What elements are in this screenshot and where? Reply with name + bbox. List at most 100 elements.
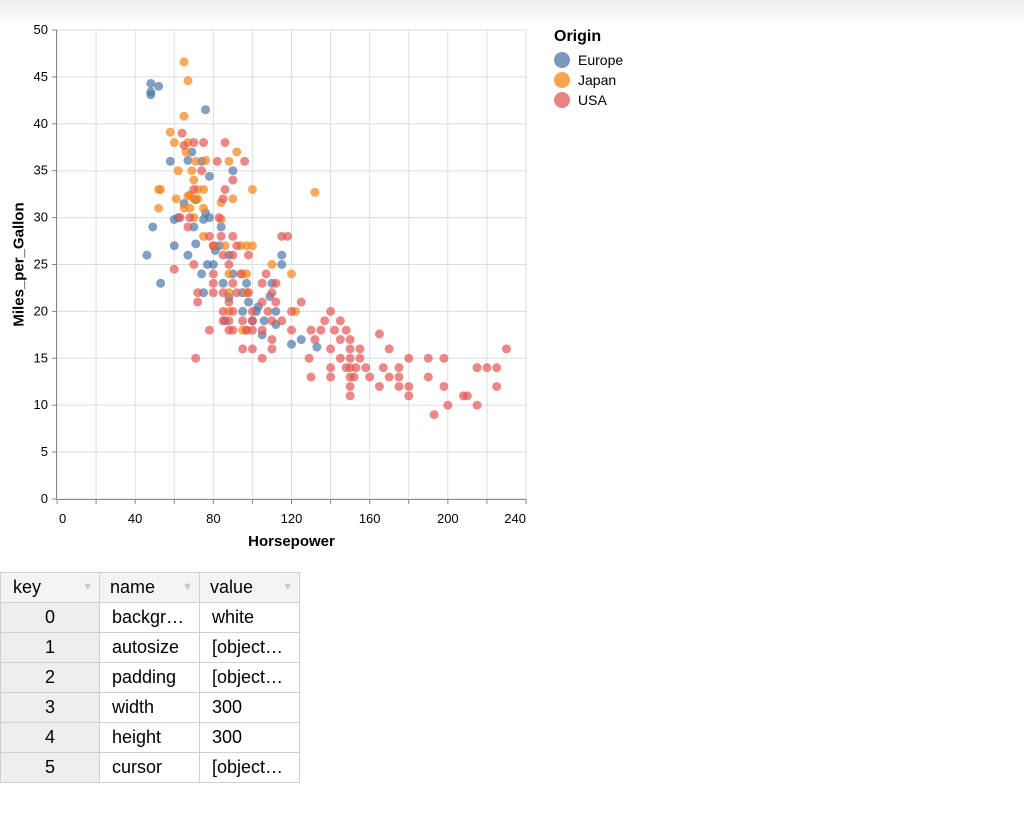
data-point-usa[interactable] (304, 353, 314, 363)
data-point-usa[interactable] (257, 325, 267, 335)
data-point-japan[interactable] (287, 269, 296, 279)
data-point-usa[interactable] (384, 344, 394, 354)
data-point-usa[interactable] (361, 363, 371, 373)
data-point-usa[interactable] (228, 231, 238, 241)
data-point-usa[interactable] (462, 391, 472, 401)
data-point-europe[interactable] (259, 316, 269, 326)
data-point-japan[interactable] (228, 194, 238, 204)
data-point-usa[interactable] (326, 372, 336, 382)
data-point-usa[interactable] (267, 316, 277, 326)
data-point-usa[interactable] (244, 288, 254, 298)
data-point-europe[interactable] (169, 241, 179, 251)
data-point-europe[interactable] (204, 171, 214, 181)
data-point-usa[interactable] (179, 140, 189, 150)
data-point-usa[interactable] (326, 306, 336, 316)
data-point-usa[interactable] (277, 316, 287, 326)
data-point-usa[interactable] (228, 306, 238, 316)
data-point-usa[interactable] (185, 213, 195, 223)
data-point-usa[interactable] (169, 264, 179, 274)
data-point-europe[interactable] (146, 90, 156, 100)
data-point-europe[interactable] (142, 250, 152, 260)
data-point-usa[interactable] (310, 335, 320, 345)
data-point-usa[interactable] (191, 353, 201, 363)
data-point-usa[interactable] (220, 138, 230, 148)
data-point-usa[interactable] (423, 353, 433, 363)
data-point-japan[interactable] (193, 194, 203, 204)
data-point-japan[interactable] (187, 166, 197, 176)
data-point-usa[interactable] (439, 381, 449, 391)
data-point-usa[interactable] (335, 353, 345, 363)
table-row[interactable]: 4 height 300 (0, 722, 300, 753)
table-row[interactable]: 0 backgr… white (0, 602, 300, 633)
data-point-europe[interactable] (191, 239, 201, 249)
data-point-usa[interactable] (472, 400, 482, 410)
data-point-usa[interactable] (218, 288, 228, 298)
data-point-usa[interactable] (501, 344, 511, 354)
data-point-usa[interactable] (228, 278, 238, 288)
filter-icon[interactable]: ▼ (182, 581, 193, 593)
data-point-usa[interactable] (429, 410, 439, 420)
data-point-usa[interactable] (238, 344, 248, 354)
data-point-usa[interactable] (263, 306, 273, 316)
data-point-usa[interactable] (177, 128, 187, 138)
data-point-japan[interactable] (224, 269, 234, 279)
data-point-usa[interactable] (271, 297, 281, 307)
data-point-europe[interactable] (156, 278, 166, 288)
data-point-usa[interactable] (236, 269, 246, 279)
data-point-usa[interactable] (335, 335, 345, 345)
data-point-usa[interactable] (482, 363, 492, 373)
data-point-usa[interactable] (329, 325, 339, 335)
data-point-usa[interactable] (261, 269, 271, 279)
data-point-usa[interactable] (218, 250, 228, 260)
data-point-usa[interactable] (320, 316, 330, 326)
data-point-japan[interactable] (310, 187, 320, 197)
data-point-usa[interactable] (306, 325, 316, 335)
data-point-europe[interactable] (238, 306, 248, 316)
column-header-name[interactable]: name ▼ (99, 572, 200, 603)
legend-item-europe[interactable]: Europe (554, 50, 623, 70)
data-point-usa[interactable] (355, 353, 365, 363)
data-point-usa[interactable] (216, 231, 226, 241)
data-point-europe[interactable] (287, 339, 296, 349)
data-point-usa[interactable] (492, 363, 502, 373)
data-point-usa[interactable] (228, 325, 238, 335)
data-point-usa[interactable] (240, 156, 250, 166)
data-point-usa[interactable] (384, 372, 394, 382)
data-point-europe[interactable] (154, 81, 164, 91)
data-point-usa[interactable] (228, 175, 238, 185)
data-point-usa[interactable] (271, 278, 281, 288)
data-point-usa[interactable] (193, 288, 203, 298)
table-row[interactable]: 5 cursor [object… (0, 752, 300, 783)
data-point-usa[interactable] (208, 278, 218, 288)
data-point-usa[interactable] (204, 231, 214, 241)
filter-icon[interactable]: ▼ (282, 581, 293, 593)
data-point-usa[interactable] (283, 231, 293, 241)
data-point-japan[interactable] (247, 241, 257, 251)
data-point-usa[interactable] (257, 278, 267, 288)
data-point-usa[interactable] (394, 363, 404, 373)
data-point-usa[interactable] (316, 325, 326, 335)
data-point-usa[interactable] (472, 363, 482, 373)
data-point-usa[interactable] (189, 260, 199, 269)
data-point-japan[interactable] (156, 184, 166, 194)
data-point-usa[interactable] (355, 344, 365, 354)
data-point-europe[interactable] (277, 260, 287, 269)
data-point-europe[interactable] (271, 306, 281, 316)
data-point-usa[interactable] (365, 372, 375, 382)
data-point-japan[interactable] (220, 241, 230, 251)
data-point-europe[interactable] (204, 213, 214, 223)
data-point-europe[interactable] (218, 278, 228, 288)
data-point-europe[interactable] (244, 297, 254, 307)
data-point-usa[interactable] (183, 222, 193, 232)
data-point-japan[interactable] (224, 156, 234, 166)
data-point-japan[interactable] (169, 138, 179, 148)
data-point-japan[interactable] (185, 203, 195, 213)
data-point-usa[interactable] (218, 194, 228, 204)
table-row[interactable]: 3 width 300 (0, 692, 300, 723)
data-point-usa[interactable] (247, 316, 257, 326)
legend-item-japan[interactable]: Japan (554, 70, 623, 90)
table-row[interactable]: 1 autosize [object… (0, 632, 300, 663)
data-point-usa[interactable] (335, 316, 345, 326)
data-point-usa[interactable] (345, 353, 355, 363)
filter-icon[interactable]: ▼ (82, 581, 93, 593)
